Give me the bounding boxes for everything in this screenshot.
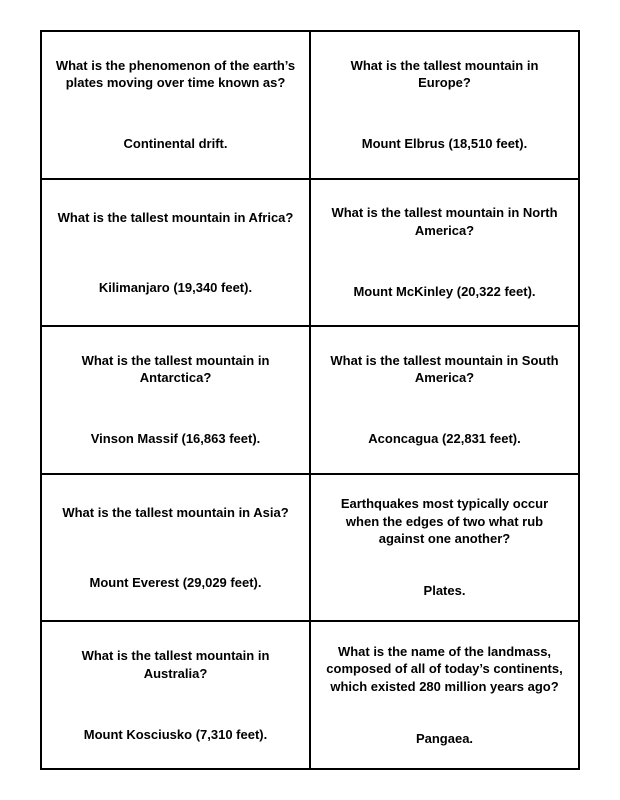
answer-text: Pangaea. [323, 730, 566, 748]
answer-text: Kilimanjaro (19,340 feet). [54, 279, 297, 297]
answer-text: Continental drift. [54, 135, 297, 153]
question-text: What is the tallest mountain in Europe? [323, 57, 566, 92]
table-row: What is the tallest mountain in Africa? … [41, 179, 579, 327]
cell-content: What is the tallest mountain in North Am… [323, 190, 566, 316]
flashcard-cell: What is the tallest mountain in Antarcti… [41, 326, 310, 474]
cell-content: Earthquakes most typically occur when th… [323, 485, 566, 611]
question-text: What is the name of the landmass, compos… [323, 643, 566, 696]
cell-content: What is the tallest mountain in South Am… [323, 337, 566, 463]
flashcard-cell: What is the phenomenon of the earth’s pl… [41, 31, 310, 179]
flashcard-cell: What is the name of the landmass, compos… [310, 621, 579, 769]
flashcard-cell: What is the tallest mountain in Africa? … [41, 179, 310, 327]
table-row: What is the tallest mountain in Australi… [41, 621, 579, 769]
answer-text: Vinson Massif (16,863 feet). [54, 430, 297, 448]
answer-text: Mount Kosciusko (7,310 feet). [54, 726, 297, 744]
question-text: What is the tallest mountain in North Am… [323, 204, 566, 239]
cell-content: What is the phenomenon of the earth’s pl… [54, 42, 297, 168]
flashcard-table: What is the phenomenon of the earth’s pl… [40, 30, 580, 770]
flashcard-cell: What is the tallest mountain in South Am… [310, 326, 579, 474]
flashcard-cell: What is the tallest mountain in Australi… [41, 621, 310, 769]
question-text: What is the tallest mountain in Asia? [54, 504, 297, 522]
cell-content: What is the tallest mountain in Asia? Mo… [54, 485, 297, 611]
answer-text: Plates. [323, 582, 566, 600]
question-text: What is the tallest mountain in South Am… [323, 352, 566, 387]
table-row: What is the tallest mountain in Antarcti… [41, 326, 579, 474]
cell-content: What is the tallest mountain in Antarcti… [54, 337, 297, 463]
table-row: What is the phenomenon of the earth’s pl… [41, 31, 579, 179]
question-text: What is the tallest mountain in Antarcti… [54, 352, 297, 387]
cell-content: What is the tallest mountain in Australi… [54, 632, 297, 758]
answer-text: Aconcagua (22,831 feet). [323, 430, 566, 448]
flashcard-cell: What is the tallest mountain in Asia? Mo… [41, 474, 310, 622]
answer-text: Mount Everest (29,029 feet). [54, 574, 297, 592]
question-text: What is the tallest mountain in Africa? [54, 209, 297, 227]
table-row: What is the tallest mountain in Asia? Mo… [41, 474, 579, 622]
question-text: What is the tallest mountain in Australi… [54, 647, 297, 682]
question-text: Earthquakes most typically occur when th… [323, 495, 566, 548]
cell-content: What is the name of the landmass, compos… [323, 632, 566, 758]
answer-text: Mount Elbrus (18,510 feet). [323, 135, 566, 153]
flashcard-cell: What is the tallest mountain in North Am… [310, 179, 579, 327]
flashcard-cell: What is the tallest mountain in Europe? … [310, 31, 579, 179]
cell-content: What is the tallest mountain in Africa? … [54, 190, 297, 316]
flashcard-cell: Earthquakes most typically occur when th… [310, 474, 579, 622]
answer-text: Mount McKinley (20,322 feet). [323, 283, 566, 301]
question-text: What is the phenomenon of the earth’s pl… [54, 57, 297, 92]
cell-content: What is the tallest mountain in Europe? … [323, 42, 566, 168]
